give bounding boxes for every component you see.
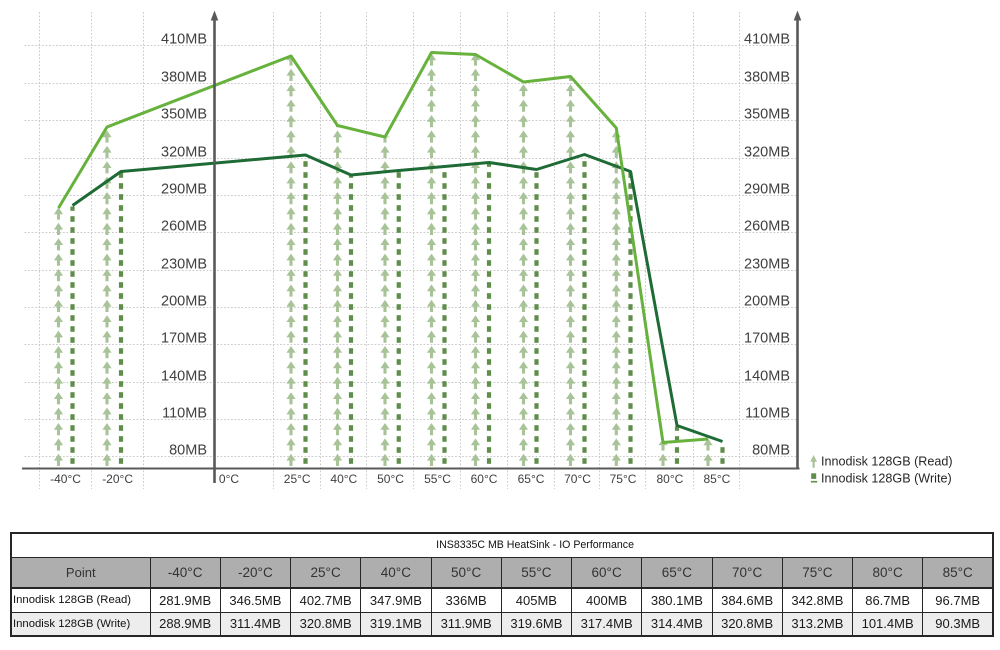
svg-text:110MB: 110MB (745, 406, 790, 422)
svg-text:170MB: 170MB (161, 331, 207, 347)
svg-text:200MB: 200MB (161, 294, 207, 310)
svg-text:55°C: 55°C (424, 472, 451, 486)
svg-text:260MB: 260MB (161, 219, 207, 235)
svg-text:Innodisk 128GB (Write): Innodisk 128GB (Write) (821, 472, 952, 486)
svg-text:230MB: 230MB (744, 257, 790, 273)
svg-text:80°C: 80°C (656, 472, 683, 486)
svg-text:Innodisk 128GB (Read): Innodisk 128GB (Read) (821, 455, 953, 469)
svg-text:320MB: 320MB (161, 145, 207, 161)
svg-text:320MB: 320MB (744, 145, 790, 161)
svg-text:410MB: 410MB (161, 32, 207, 48)
svg-text:410MB: 410MB (744, 32, 790, 48)
svg-text:0°C: 0°C (219, 472, 239, 486)
svg-text:290MB: 290MB (744, 182, 790, 198)
svg-text:85°C: 85°C (703, 472, 730, 486)
svg-text:80MB: 80MB (169, 443, 207, 459)
svg-text:140MB: 140MB (744, 369, 790, 385)
svg-text:170MB: 170MB (744, 331, 790, 347)
svg-text:65°C: 65°C (518, 472, 545, 486)
svg-text:350MB: 350MB (744, 107, 790, 123)
svg-text:70°C: 70°C (564, 472, 591, 486)
svg-text:380MB: 380MB (161, 70, 207, 86)
svg-text:-20°C: -20°C (102, 472, 133, 486)
svg-text:-40°C: -40°C (50, 472, 81, 486)
svg-text:260MB: 260MB (744, 219, 790, 235)
svg-text:80MB: 80MB (752, 443, 790, 459)
svg-text:200MB: 200MB (744, 294, 790, 310)
svg-text:110MB: 110MB (162, 406, 207, 422)
svg-text:230MB: 230MB (161, 257, 207, 273)
svg-text:380MB: 380MB (744, 70, 790, 86)
svg-text:75°C: 75°C (610, 472, 637, 486)
svg-text:60°C: 60°C (471, 472, 498, 486)
svg-text:40°C: 40°C (330, 472, 357, 486)
svg-text:50°C: 50°C (377, 472, 404, 486)
svg-text:25°C: 25°C (284, 472, 311, 486)
svg-text:350MB: 350MB (161, 107, 207, 123)
svg-text:140MB: 140MB (161, 369, 207, 385)
svg-text:290MB: 290MB (161, 182, 207, 198)
